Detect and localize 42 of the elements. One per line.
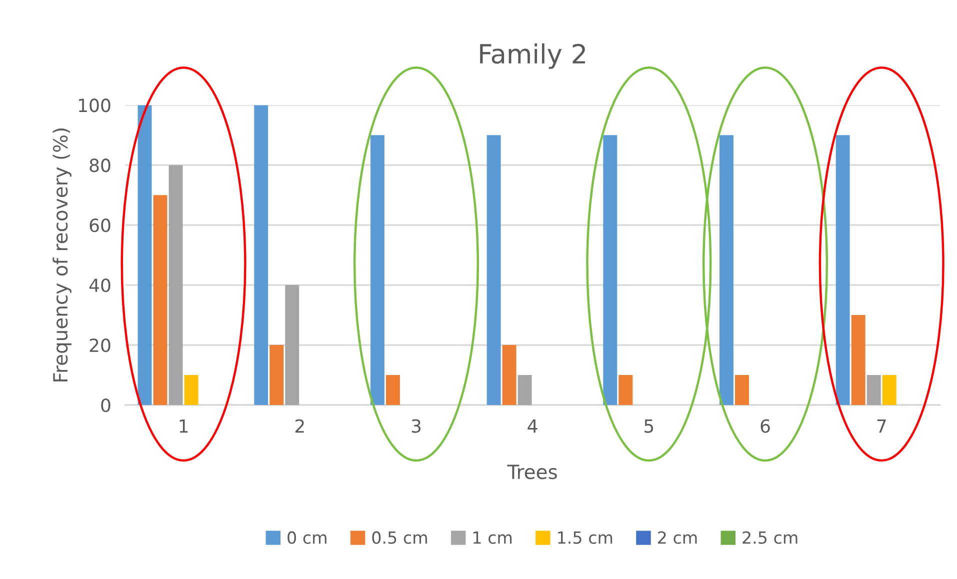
bar (618, 375, 633, 406)
bar (735, 375, 749, 406)
legend-label: 1 cm (473, 531, 512, 544)
bar (719, 135, 734, 406)
x-tick-label: 5 (644, 419, 654, 433)
bar (138, 105, 152, 406)
x-tick-label: 3 (412, 419, 421, 433)
legend-label: 2 cm (658, 531, 697, 544)
legend-label: 2.5 cm (742, 531, 798, 544)
bar (370, 135, 384, 406)
bar (836, 135, 850, 406)
legend-label: 0.5 cm (372, 531, 427, 544)
x-tick-label: 7 (877, 419, 886, 433)
bar (486, 135, 501, 406)
x-tick-label: 1 (180, 419, 188, 433)
bar (518, 375, 532, 406)
bar (882, 375, 896, 406)
y-axis-title: Frequency of recovery (%) (52, 128, 72, 382)
bar (254, 105, 268, 406)
y-tick-label: 40 (89, 278, 110, 292)
y-tick-label: 80 (90, 158, 110, 172)
bar (153, 195, 168, 406)
x-tick-label: 6 (760, 419, 770, 433)
bar (270, 345, 284, 406)
y-tick-label: 100 (79, 98, 110, 112)
x-tick-label: 2 (295, 419, 304, 433)
bar (603, 135, 618, 406)
chart-title: Family 2 (480, 43, 585, 69)
y-tick-label: 60 (90, 218, 110, 232)
bar (851, 315, 866, 406)
y-tick-label: 0 (101, 398, 110, 412)
bar (168, 165, 183, 406)
x-axis-title: Trees (507, 464, 557, 480)
legend-label: 0 cm (288, 531, 326, 544)
x-tick-label: 4 (528, 419, 538, 433)
bar (866, 375, 881, 406)
y-tick-label: 20 (90, 338, 110, 352)
bar (502, 345, 516, 406)
legend-label: 1.5 cm (558, 531, 612, 544)
bar (386, 375, 400, 406)
bar (184, 375, 198, 406)
bar (285, 285, 300, 406)
